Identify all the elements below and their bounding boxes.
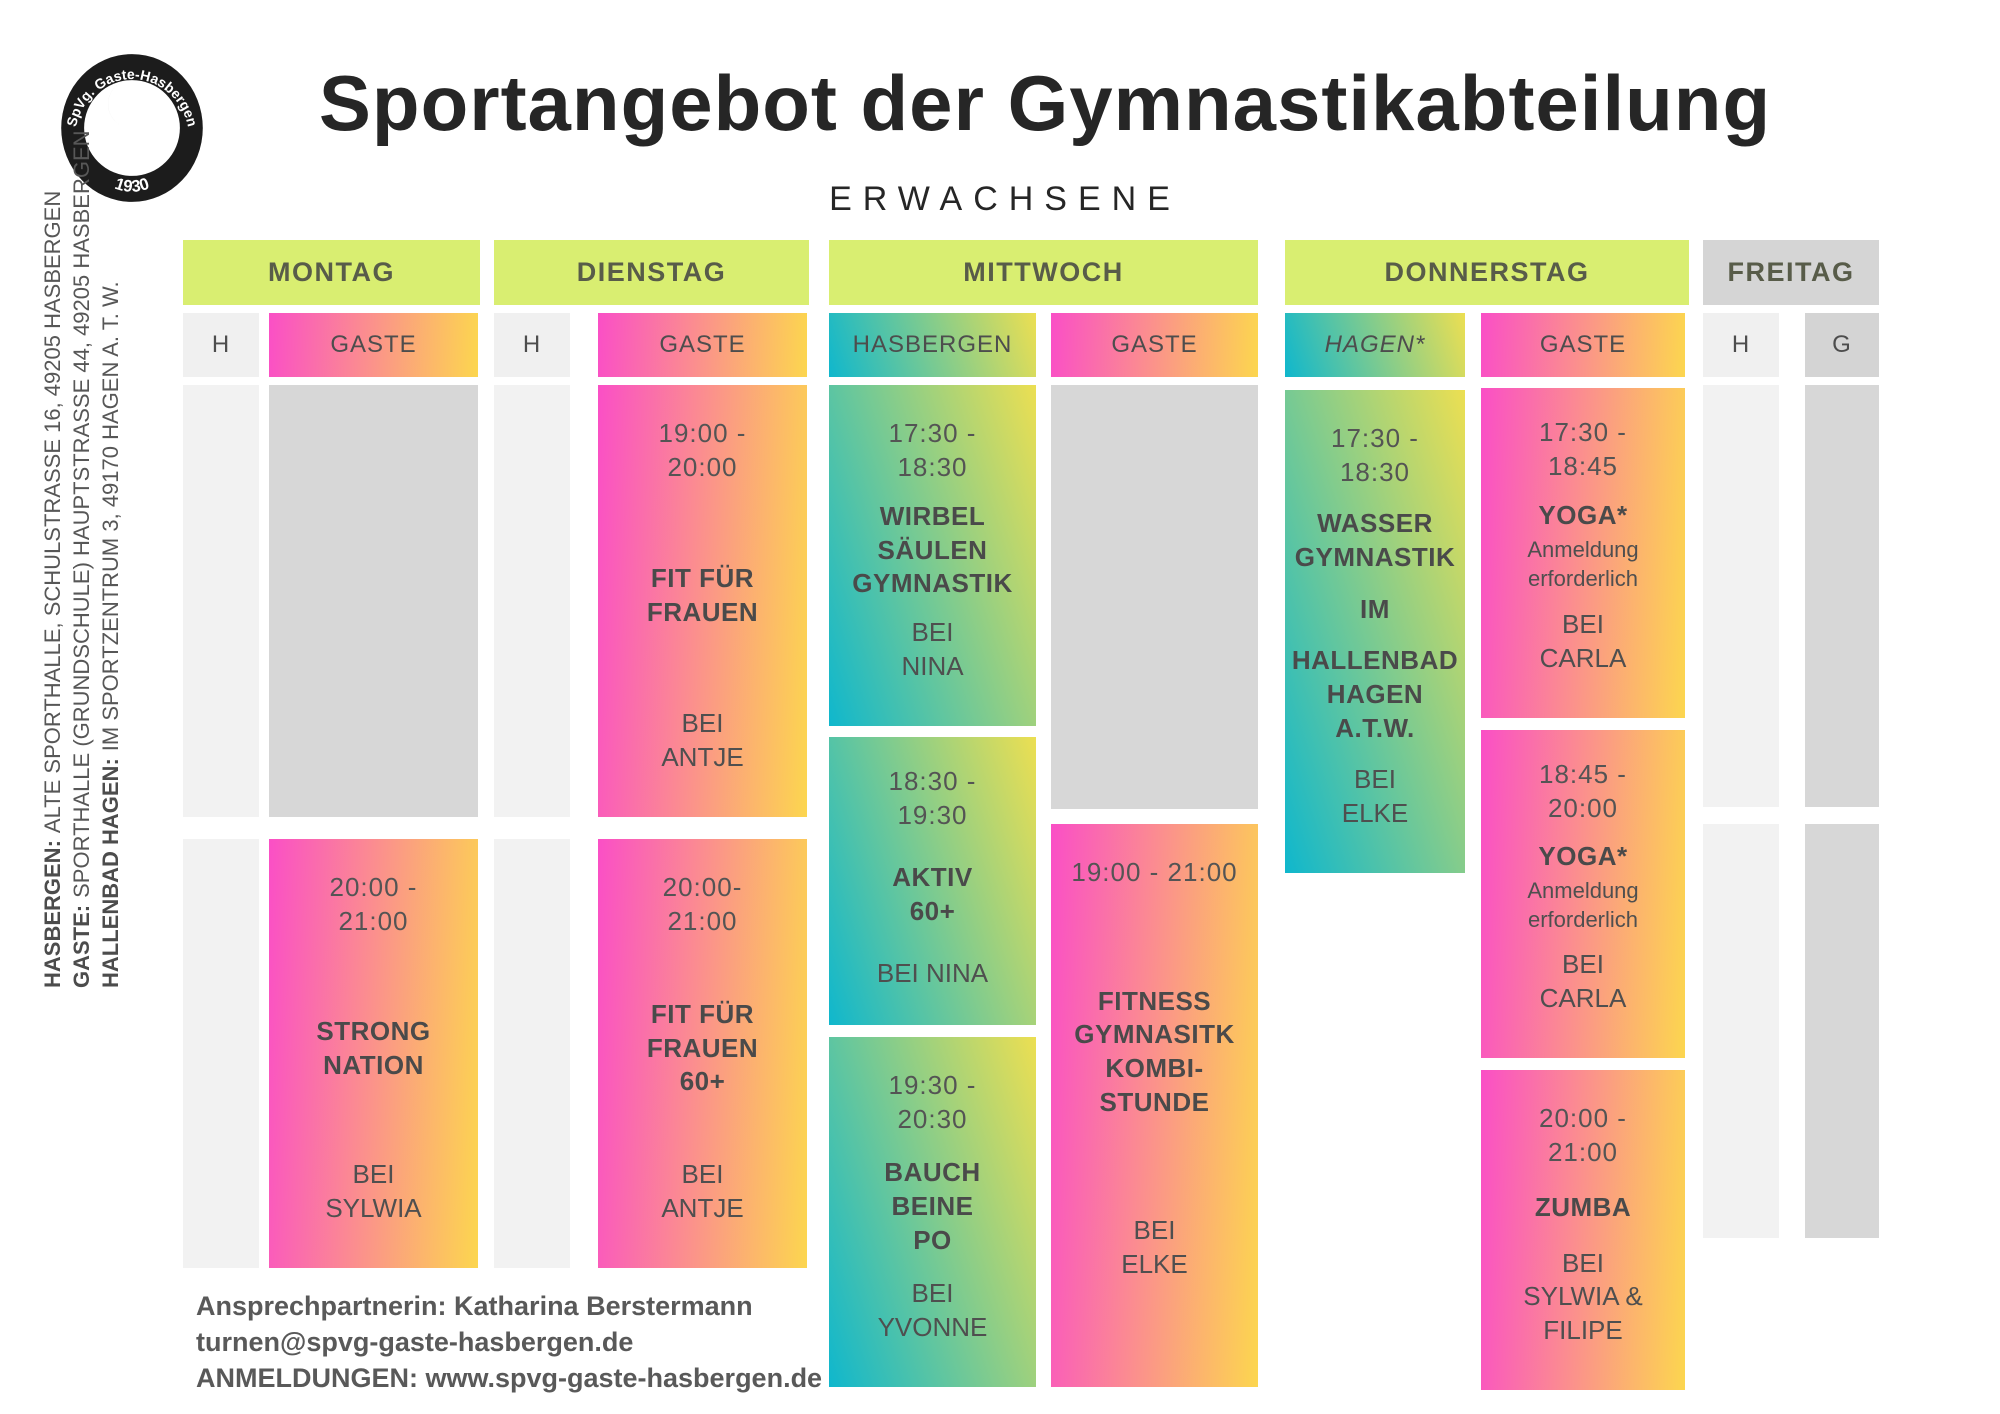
class-location: HALLENBAD HAGEN A.T.W. xyxy=(1291,645,1459,743)
empty-slot-freitag-h xyxy=(1703,385,1779,807)
empty-slot-montag-h xyxy=(183,385,259,817)
class-card-bauch-beine-po: 19:30 - 20:30 BAUCH BEINE PO BEI YVONNE xyxy=(829,1037,1036,1387)
class-name: FIT FÜR FRAUEN 60+ xyxy=(646,998,759,1097)
class-card-fit-fuer-frauen: 19:00 - 20:00 FIT FÜR FRAUEN BEI ANTJE xyxy=(598,385,807,817)
class-card-yoga-early: 17:30 - 18:45 YOGA* Anmeldung erforderli… xyxy=(1481,388,1685,718)
svg-text:1930: 1930 xyxy=(113,174,152,196)
venue-address: IM SPORTZENTRUM 3, 49170 HAGEN A. T. W. xyxy=(98,281,123,752)
class-instructor: BEI ELKE xyxy=(1341,764,1409,829)
venue-legend-line: HALLENBAD HAGEN: IM SPORTZENTRUM 3, 49170… xyxy=(96,130,125,988)
class-time: 19:00 - 20:00 xyxy=(658,418,747,482)
subheader-donnerstag-hagen: HAGEN* xyxy=(1285,313,1465,377)
class-name: FIT FÜR FRAUEN xyxy=(646,563,759,627)
subheader-dienstag-gaste: GASTE xyxy=(598,313,807,377)
subheader-montag-gaste: GASTE xyxy=(269,313,478,377)
class-time: 19:30 - 20:30 xyxy=(888,1070,977,1134)
logo-year-text: 1930 xyxy=(113,174,152,196)
empty-slot-freitag-h xyxy=(1703,824,1779,1238)
subheader-freitag-gaste: G xyxy=(1805,313,1879,377)
day-header-donnerstag: DONNERSTAG xyxy=(1285,240,1689,305)
class-name: YOGA* xyxy=(1538,840,1628,871)
class-instructor: BEI CARLA xyxy=(1539,949,1627,1014)
contact-email: turnen@spvg-gaste-hasbergen.de xyxy=(196,1327,634,1357)
class-card-fitness-kombi: 19:00 - 21:00 FITNESS GYMNASITK KOMBI- S… xyxy=(1051,824,1258,1387)
class-instructor: BEI YVONNE xyxy=(877,1278,988,1343)
class-instructor: BEI ELKE xyxy=(1121,1215,1188,1280)
class-time: 17:30 - 18:30 xyxy=(888,418,977,482)
class-time: 18:45 - 20:00 xyxy=(1539,759,1627,823)
class-time: 20:00- 21:00 xyxy=(662,872,743,936)
class-time: 18:30 - 19:30 xyxy=(888,766,977,830)
class-card-yoga-late: 18:45 - 20:00 YOGA* Anmeldung erforderli… xyxy=(1481,730,1685,1058)
class-name-middle: IM xyxy=(1360,593,1390,624)
empty-slot-dienstag-h xyxy=(494,839,570,1268)
class-name: WIRBEL SÄULEN GYMNASTIK xyxy=(852,500,1013,599)
subheader-mittwoch-hasbergen: HASBERGEN xyxy=(829,313,1036,377)
empty-slot-montag-h xyxy=(183,839,259,1268)
subheader-freitag-hasbergen: H xyxy=(1703,313,1779,377)
class-time: 17:30 - 18:30 xyxy=(1331,423,1419,487)
page-subtitle: ERWACHSENE xyxy=(829,180,1181,218)
class-instructor: BEI CARLA xyxy=(1539,609,1627,674)
venue-prefix: GASTE: xyxy=(69,904,94,988)
contact-person: Ansprechpartnerin: Katharina Berstermann xyxy=(196,1291,753,1321)
subheader-dienstag-hasbergen: H xyxy=(494,313,570,377)
contact-block: Ansprechpartnerin: Katharina Berstermann… xyxy=(196,1288,822,1396)
club-logo: SpVg. Gaste-Hasbergen 1930 xyxy=(61,54,203,202)
empty-slot-freitag-g xyxy=(1805,385,1879,807)
class-instructor: BEI NINA xyxy=(901,617,964,682)
class-name: BAUCH BEINE PO xyxy=(884,1157,981,1255)
class-card-zumba: 20:00 - 21:00 ZUMBA BEI SYLWIA & FILIPE xyxy=(1481,1070,1685,1390)
class-time: 17:30 - 18:45 xyxy=(1539,417,1627,481)
venue-legend-line: GASTE: SPORTHALLE (GRUNDSCHULE) HAUPTSTRA… xyxy=(67,130,96,988)
class-time: 20:00 - 21:00 xyxy=(1539,1103,1627,1167)
empty-slot-freitag-g xyxy=(1805,824,1879,1238)
class-instructor: BEI SYLWIA & FILIPE xyxy=(1523,1247,1643,1346)
class-name: STRONG NATION xyxy=(316,1015,431,1080)
venue-legend: HASBERGEN: ALTE SPORTHALLE, SCHULSTRASSE … xyxy=(38,130,125,988)
class-instructor: BEI NINA xyxy=(876,958,989,989)
class-instructor: BEI ANTJE xyxy=(661,708,744,773)
empty-slot-dienstag-h xyxy=(494,385,570,817)
class-card-aktiv-60: 18:30 - 19:30 AKTIV 60+ BEI NINA xyxy=(829,737,1036,1025)
class-note: Anmeldung erforderlich xyxy=(1527,537,1639,591)
class-name: YOGA* xyxy=(1538,499,1628,530)
subheader-donnerstag-gaste: GASTE xyxy=(1481,313,1685,377)
class-card-fit-fuer-frauen-60: 20:00- 21:00 FIT FÜR FRAUEN 60+ BEI ANTJ… xyxy=(598,839,807,1268)
venue-prefix: HASBERGEN: xyxy=(40,840,65,988)
class-instructor: BEI SYLWIA xyxy=(325,1159,422,1224)
class-name: AKTIV 60+ xyxy=(892,862,973,926)
class-name: ZUMBA xyxy=(1534,1192,1632,1223)
day-header-mittwoch: MITTWOCH xyxy=(829,240,1258,305)
class-card-wirbelsaeulengymnastik: 17:30 - 18:30 WIRBEL SÄULEN GYMNASTIK BE… xyxy=(829,385,1036,726)
venue-legend-line: HASBERGEN: ALTE SPORTHALLE, SCHULSTRASSE … xyxy=(38,130,67,988)
day-header-freitag: FREITAG xyxy=(1703,240,1879,305)
subheader-mittwoch-gaste: GASTE xyxy=(1051,313,1258,377)
page-title: Sportangebot der Gymnastikabteilung xyxy=(318,59,1772,147)
class-note: Anmeldung erforderlich xyxy=(1527,878,1639,932)
subheader-montag-hasbergen: H xyxy=(183,313,259,377)
class-time: 20:00 - 21:00 xyxy=(329,872,418,936)
venue-prefix: HALLENBAD HAGEN: xyxy=(98,758,123,988)
class-name: FITNESS GYMNASITK KOMBI- STUNDE xyxy=(1074,985,1235,1117)
class-time: 19:00 - 21:00 xyxy=(1071,857,1238,887)
venue-address: ALTE SPORTHALLE, SCHULSTRASSE 16, 49205 … xyxy=(40,190,65,834)
class-card-strong-nation: 20:00 - 21:00 STRONG NATION BEI SYLWIA xyxy=(269,839,478,1268)
class-card-wassergymnastik: 17:30 - 18:30 WASSER GYMNASTIK IM HALLEN… xyxy=(1285,390,1465,873)
venue-address: SPORTHALLE (GRUNDSCHULE) HAUPTSTRASSE 44… xyxy=(69,130,94,898)
day-header-montag: MONTAG xyxy=(183,240,480,305)
empty-slot-montag-gaste xyxy=(269,385,478,817)
empty-slot-mittwoch-gaste xyxy=(1051,385,1258,809)
class-instructor: BEI ANTJE xyxy=(661,1159,744,1224)
day-header-dienstag: DIENSTAG xyxy=(494,240,809,305)
contact-registration: ANMELDUNGEN: www.spvg-gaste-hasbergen.de xyxy=(196,1363,823,1393)
class-name: WASSER GYMNASTIK xyxy=(1294,508,1456,573)
